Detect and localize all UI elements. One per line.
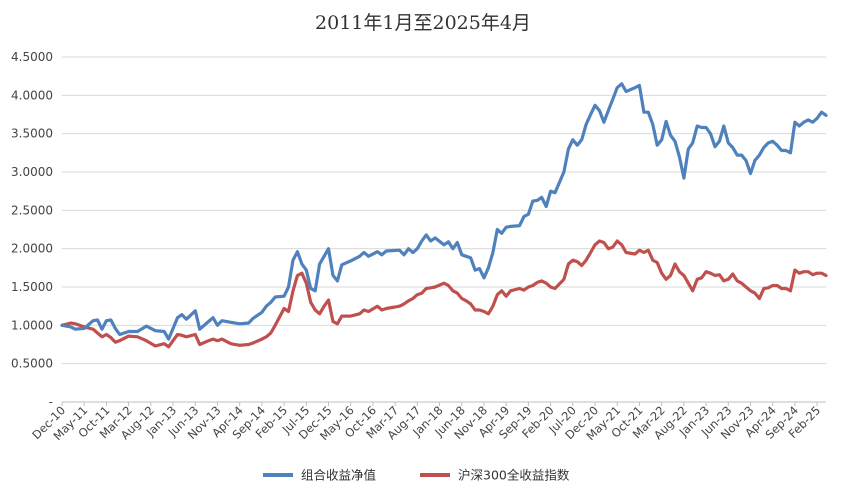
- x-axis-tick-labels: Dec-10May-11Oct-11Mar-12Aug-12Jan-13Jun-…: [29, 402, 823, 443]
- legend-item-portfolio: 组合收益净值: [263, 468, 376, 483]
- y-tick-label: 2.5000: [11, 203, 53, 217]
- y-tick-label: -: [49, 395, 53, 409]
- y-axis-tick-labels: - 0.5000 1.0000 1.5000 2.0000 2.5000 3.0000 3.5…: [11, 50, 53, 409]
- legend-label-csi300: 沪深300全收益指数: [458, 468, 570, 483]
- chart-title: 2011年1月至2025年4月: [315, 12, 531, 34]
- y-tick-label: 4.5000: [11, 50, 53, 64]
- legend: 组合收益净值 沪深300全收益指数: [263, 468, 570, 483]
- y-tick-label: 1.0000: [11, 318, 53, 332]
- series-lines: [60, 82, 828, 349]
- y-tick-label: 2.0000: [11, 242, 53, 256]
- y-tick-label: 3.5000: [11, 127, 53, 141]
- series-line-portfolio: [60, 82, 828, 341]
- gridlines: [62, 56, 826, 365]
- series-line-csi300: [60, 239, 828, 349]
- y-tick-label: 0.5000: [11, 357, 53, 371]
- y-tick-label: 1.5000: [11, 280, 53, 294]
- y-tick-label: 4.0000: [11, 88, 53, 102]
- legend-label-portfolio: 组合收益净值: [301, 468, 376, 483]
- legend-item-csi300: 沪深300全收益指数: [420, 468, 570, 483]
- y-tick-label: 3.0000: [11, 165, 53, 179]
